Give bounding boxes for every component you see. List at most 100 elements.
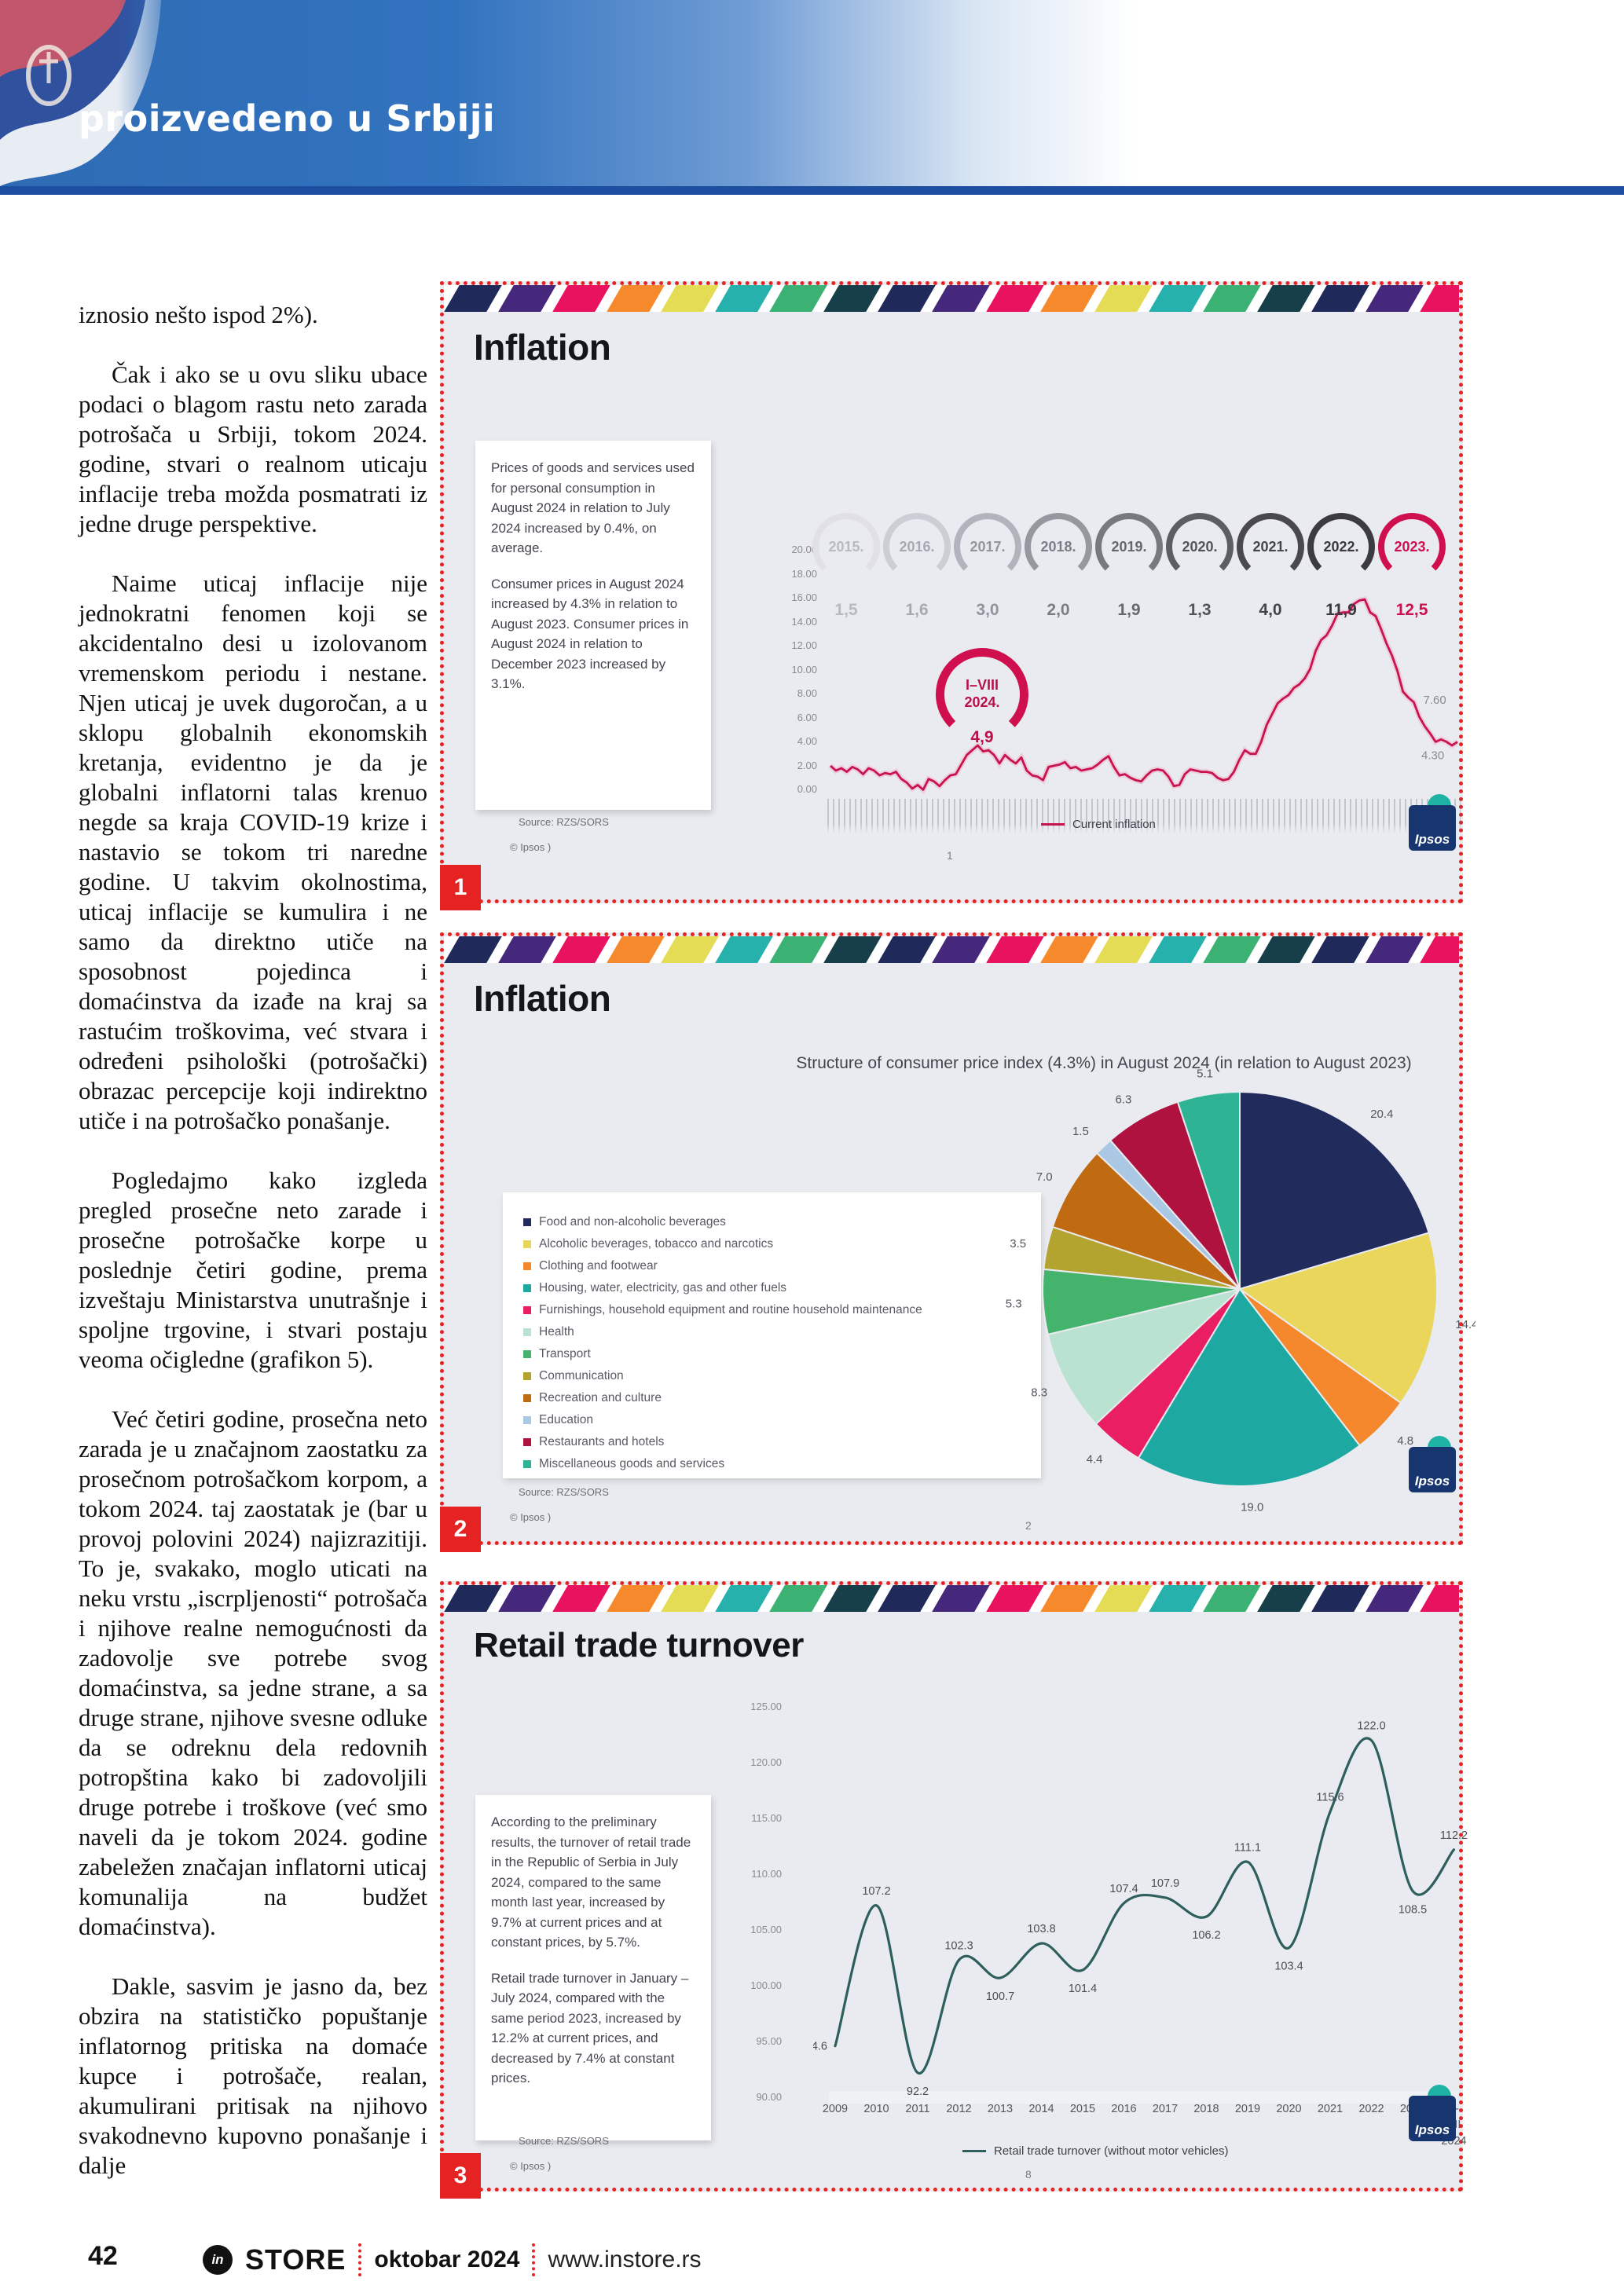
chart-subtitle: Structure of consumer price index (4.3%)… — [796, 1054, 1412, 1072]
x-axis-year-label: 2013 — [987, 2103, 1014, 2115]
slide-title: Inflation — [474, 327, 611, 368]
ring-value: 1,6 — [905, 601, 929, 619]
year-ring: 2021. 4,0 — [1235, 513, 1306, 620]
retail-trade-line-chart: 94.6 107.2 92.2 102.3 100.7 103.8 101.4 107.4 10… — [813, 1720, 1468, 2104]
stripe — [498, 285, 556, 312]
data-point-label: 94.6 — [813, 2041, 827, 2053]
ipsos-logo-text: Ipsos — [1414, 832, 1450, 847]
x-axis-year-label: 2021 — [1317, 2103, 1344, 2115]
pie-legend-box: Food and non-alcoholic beverages Alcoholi… — [503, 1192, 1041, 1478]
slide-card-inflation-line: Inflation Prices of goods and services u… — [440, 281, 1463, 910]
source-note: Source: RZS/SORS — [519, 1486, 609, 1498]
article-paragraph: Već četiri godine, prosečna neto zarada … — [79, 1405, 427, 1940]
stripe — [878, 936, 936, 963]
stripe — [1094, 1585, 1153, 1612]
brand-name: STORE — [245, 2243, 346, 2276]
article-paragraph: Čak i ako se u ovu sliku ubace podaci o … — [79, 361, 427, 537]
chart-legend: Current inflation — [1041, 818, 1156, 831]
y-tick: 105.00 — [750, 1924, 782, 1935]
pie-slice — [1137, 1287, 1362, 1487]
stripe — [769, 285, 827, 312]
note-text: According to the preliminary results, th… — [491, 1814, 691, 1950]
footer-separator — [358, 2243, 362, 2276]
stripe — [498, 1585, 556, 1612]
slide-card-inflation-pie: Inflation Structure of consumer price in… — [440, 932, 1476, 1552]
y-tick: 110.00 — [751, 1868, 782, 1880]
decorative-stripe-strip — [444, 1585, 1459, 1612]
article-paragraph: Naime uticaj inflacije nije jednokratni … — [79, 569, 427, 1134]
figure-number-badge: 1 — [440, 865, 481, 910]
header-rule — [0, 186, 1624, 195]
cpi-structure-pie-chart: 20.4 14.4 4.8 19.0 4.4 8.3 5.3 3.5 7.0 1.5 6.3 5.1 — [1006, 1067, 1476, 1514]
stripe — [661, 285, 719, 312]
figure-number-badge: 2 — [440, 1507, 481, 1552]
stripe — [1094, 936, 1153, 963]
stripe — [1420, 936, 1459, 963]
stripe — [661, 936, 719, 963]
footer-separator — [532, 2243, 536, 2276]
legend-color-swatch — [523, 1262, 531, 1270]
stripe — [1257, 1585, 1315, 1612]
legend-color-swatch — [523, 1218, 531, 1226]
legend-line-marker — [962, 2150, 986, 2152]
svg-text:4.30: 4.30 — [1421, 749, 1444, 762]
year-ring: 2022. 11,9 — [1306, 513, 1377, 620]
legend-color-swatch — [523, 1240, 531, 1248]
page-header-band: proizvedeno u Srbiji — [0, 0, 1624, 186]
stripe — [715, 1585, 773, 1612]
note-text: Retail trade turnover in January – July … — [491, 1970, 689, 2086]
slide-card-retail-trade: Retail trade turnover According to the p… — [440, 1581, 1468, 2199]
stripe — [444, 936, 502, 963]
stripe — [769, 1585, 827, 1612]
legend-category-label: Health — [539, 1325, 574, 1338]
pie-legend-item: Recreation and culture — [523, 1387, 1041, 1409]
legend-category-label: Housing, water, electricity, gas and oth… — [539, 1281, 787, 1294]
ring-value: 1,5 — [834, 601, 858, 619]
stripe — [986, 1585, 1044, 1612]
y-tick: 115.00 — [751, 1812, 782, 1824]
ring-value: 11,9 — [1325, 601, 1357, 619]
pie-slice-value: 1.5 — [1072, 1125, 1089, 1138]
ring-value: 1,3 — [1188, 601, 1212, 619]
stripe — [1203, 936, 1261, 963]
ring-value: 4,0 — [1259, 601, 1282, 619]
y-tick: 16.00 — [791, 591, 817, 603]
slide-title: Inflation — [474, 978, 611, 1019]
instore-logo: in — [203, 2245, 233, 2275]
period-ring-2024: I–VIII 2024. 4,9 — [936, 648, 1028, 747]
ring-year-label: 2020. — [1182, 538, 1218, 555]
year-ring: 2015. 1,5 — [811, 513, 882, 620]
pie-slice-value: 4.4 — [1087, 1452, 1103, 1466]
year-ring: 2023. 12,5 — [1377, 513, 1447, 620]
stripe — [715, 936, 773, 963]
pie-slice — [1237, 1232, 1438, 1404]
x-axis-year-label: 2018 — [1193, 2103, 1219, 2115]
stripe — [661, 1585, 719, 1612]
ring-year-label: 2019. — [1111, 538, 1147, 555]
stripe — [1366, 1585, 1424, 1612]
data-point-label: 103.8 — [1027, 1923, 1055, 1935]
legend-category-label: Furnishings, household equipment and rou… — [539, 1303, 922, 1316]
stripe — [932, 1585, 990, 1612]
data-point-label: 111.1 — [1234, 1841, 1261, 1854]
article-paragraph: Dakle, sasvim je jasno da, bez obzira na… — [79, 1972, 427, 2179]
year-ring: 2017. 3,0 — [952, 513, 1023, 620]
slide-note-box: According to the preliminary results, th… — [475, 1795, 711, 2140]
legend-category-label: Alcoholic beverages, tobacco and narcoti… — [539, 1237, 774, 1251]
stripe — [1149, 1585, 1207, 1612]
period-ring-label: I–VIII — [965, 677, 999, 694]
stripe — [1257, 285, 1315, 312]
x-axis-labels: 2009 2010 2011 2012 2013 2014 2015 2016 2017 2018… — [813, 2101, 1473, 2148]
figure-number-badge: 3 — [440, 2153, 481, 2199]
legend-category-label: Food and non-alcoholic beverages — [539, 1215, 726, 1229]
x-axis-year-label: 2020 — [1276, 2103, 1302, 2115]
article-paragraph: iznosio nešto ispod 2%). — [79, 301, 318, 328]
data-point-label: 107.9 — [1151, 1877, 1179, 1890]
x-axis-year-label: 2010 — [863, 2103, 889, 2115]
x-axis-year-label: 2009 — [822, 2103, 849, 2115]
copyright-note: © Ipsos ) — [510, 841, 552, 853]
data-point-label: 107.4 — [1109, 1883, 1138, 1895]
stripe — [444, 285, 502, 312]
y-axis-labels: 125.00 120.00 115.00 110.00 105.00 100.00 95.0… — [719, 1701, 782, 2110]
pie-legend-item: Clothing and footwear — [523, 1255, 1041, 1277]
